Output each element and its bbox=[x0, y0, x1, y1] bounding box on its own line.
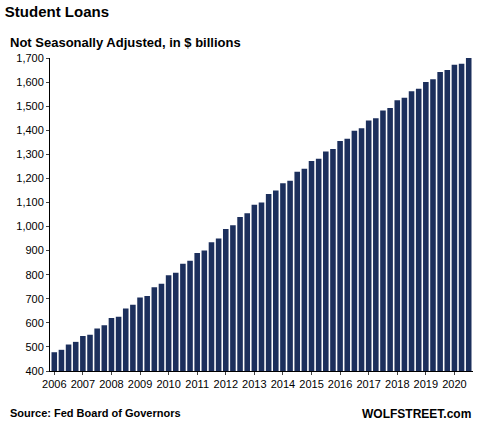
svg-text:800: 800 bbox=[25, 269, 43, 281]
svg-text:600: 600 bbox=[25, 317, 43, 329]
svg-text:2007: 2007 bbox=[71, 378, 95, 390]
svg-text:1,700: 1,700 bbox=[16, 52, 44, 64]
svg-text:2010: 2010 bbox=[156, 378, 180, 390]
svg-text:500: 500 bbox=[25, 341, 43, 353]
svg-text:400: 400 bbox=[25, 365, 43, 377]
svg-text:2013: 2013 bbox=[242, 378, 266, 390]
svg-text:2011: 2011 bbox=[185, 378, 209, 390]
svg-text:2008: 2008 bbox=[99, 378, 123, 390]
svg-text:1,200: 1,200 bbox=[16, 172, 44, 184]
svg-text:2015: 2015 bbox=[299, 378, 323, 390]
svg-text:Not Seasonally Adjusted, in $: Not Seasonally Adjusted, in $ billions bbox=[10, 35, 241, 50]
svg-text:2020: 2020 bbox=[442, 378, 466, 390]
svg-text:2018: 2018 bbox=[385, 378, 409, 390]
svg-text:1,500: 1,500 bbox=[16, 100, 44, 112]
svg-text:Student Loans: Student Loans bbox=[5, 3, 109, 20]
svg-text:700: 700 bbox=[25, 293, 43, 305]
svg-text:2006: 2006 bbox=[42, 378, 66, 390]
svg-text:WOLFSTREET.com: WOLFSTREET.com bbox=[362, 407, 471, 421]
svg-text:1,400: 1,400 bbox=[16, 124, 44, 136]
svg-text:2017: 2017 bbox=[356, 378, 380, 390]
svg-text:1,300: 1,300 bbox=[16, 148, 44, 160]
svg-text:2012: 2012 bbox=[214, 378, 238, 390]
svg-text:1,600: 1,600 bbox=[16, 76, 44, 88]
svg-text:Source: Fed Board of Governors: Source: Fed Board of Governors bbox=[10, 407, 181, 419]
svg-text:2019: 2019 bbox=[414, 378, 438, 390]
svg-text:900: 900 bbox=[25, 244, 43, 256]
svg-text:2016: 2016 bbox=[328, 378, 352, 390]
svg-text:1,000: 1,000 bbox=[16, 220, 44, 232]
svg-text:2014: 2014 bbox=[271, 378, 295, 390]
svg-text:1,100: 1,100 bbox=[16, 196, 44, 208]
svg-text:2009: 2009 bbox=[128, 378, 152, 390]
